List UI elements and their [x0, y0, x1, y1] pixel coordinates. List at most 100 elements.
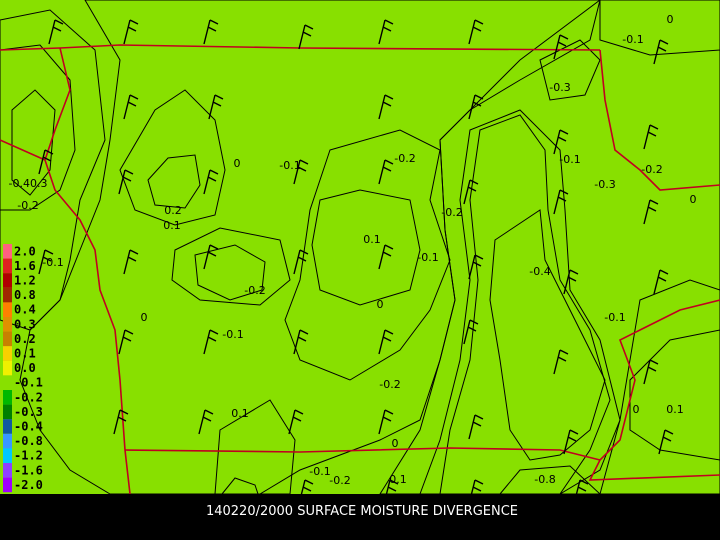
- legend-swatch: [3, 346, 12, 361]
- contour-label: -0.1: [222, 328, 243, 341]
- wind-barb: [378, 329, 394, 355]
- border: [44, 47, 131, 495]
- contour-label: 0: [377, 298, 384, 311]
- border: [599, 49, 720, 191]
- contour-label: 0: [667, 13, 674, 26]
- wind-barb: [293, 159, 309, 185]
- field-gold-south: [214, 399, 296, 495]
- field-blue-left: [11, 89, 56, 196]
- legend-label: -2.0: [14, 478, 43, 492]
- caption-band: [0, 494, 720, 540]
- wind-barb: [378, 244, 394, 270]
- field-brown: [147, 154, 201, 209]
- wind-barb: [123, 19, 139, 45]
- contour-label: 0.1: [363, 233, 381, 246]
- wind-barb: [123, 249, 139, 275]
- contour-label: -0.4: [529, 265, 550, 278]
- legend-label: 0.2: [14, 332, 36, 346]
- wind-barb: [203, 329, 219, 355]
- contour-label: -0.2: [379, 378, 400, 391]
- contour-label: -0.2: [244, 284, 265, 297]
- legend-label: -0.1: [14, 376, 43, 390]
- border: [0, 44, 601, 51]
- contour-label: -0.1: [42, 256, 63, 269]
- wind-barb: [203, 169, 219, 195]
- contour-labels: 0-0.1-0.3-0.1-0.3-0.20-0.4-0.10 0.1-0.80-…: [9, 13, 697, 487]
- contour-label: 0: [141, 311, 148, 324]
- field-gold: [119, 89, 226, 226]
- wind-barb: [198, 409, 214, 435]
- contour-label: 0: [690, 193, 697, 206]
- legend-label: -1.2: [14, 449, 43, 463]
- contour-label: -0.8: [534, 473, 555, 486]
- field-light-green-se: [599, 279, 720, 495]
- wind-barb: [123, 94, 139, 120]
- wind-barb: [553, 189, 569, 215]
- contour-label: -0.1: [604, 311, 625, 324]
- state-borders: [0, 44, 720, 495]
- wind-barb: [653, 269, 669, 295]
- field-dark-green-right: [419, 109, 621, 495]
- wind-barb: [203, 19, 219, 45]
- wind-barb: [468, 254, 484, 280]
- legend-label: 1.6: [14, 259, 36, 273]
- wind-barb: [643, 124, 659, 150]
- legend-swatch: [3, 448, 12, 463]
- border: [0, 139, 46, 161]
- wind-barb: [643, 359, 659, 385]
- legend: 2.01.61.20.80.40.30.20.10.0-0.1-0.2-0.3-…: [3, 244, 43, 493]
- legend-swatch: [3, 317, 12, 332]
- contour-label: 0.1: [231, 407, 249, 420]
- legend-swatch: [3, 419, 12, 434]
- legend-label: 0.8: [14, 288, 36, 302]
- contour-label: -0.2: [17, 199, 38, 212]
- wind-barbs: [38, 19, 674, 505]
- wind-barb: [563, 429, 579, 455]
- field-light-green: [284, 129, 451, 381]
- wind-barb: [118, 329, 134, 355]
- wind-barb: [38, 249, 54, 275]
- legend-label: 0.0: [14, 361, 36, 375]
- field-dark-green-left: [0, 44, 76, 211]
- legend-label: -0.3: [14, 405, 43, 419]
- wind-barb: [463, 319, 479, 345]
- wind-barb: [293, 249, 309, 275]
- legend-swatch: [3, 273, 12, 288]
- title: 140220/2000 SURFACE MOISTURE DIVERGENCE: [206, 504, 518, 519]
- contour-label: -0.1: [279, 159, 300, 172]
- field-dark-blue: [439, 114, 611, 495]
- legend-swatch: [3, 375, 12, 390]
- wind-barb: [563, 269, 579, 295]
- wind-barb: [468, 19, 484, 45]
- contour-label: 0.2: [164, 204, 182, 217]
- legend-label: 2.0: [14, 244, 36, 258]
- wind-barb: [203, 244, 219, 270]
- wind-barb: [468, 414, 484, 440]
- field-light-blue: [489, 209, 606, 461]
- legend-label: 0.3: [14, 317, 36, 331]
- contour-label: -0.40.3: [9, 177, 48, 190]
- contour-label: -0.3: [549, 81, 570, 94]
- contour-label: -0.2: [329, 474, 350, 487]
- contour-label: -0.1: [559, 153, 580, 166]
- wind-barb: [48, 19, 64, 45]
- field-light-green-ne: [599, 0, 720, 56]
- contour-label: 0: [633, 403, 640, 416]
- legend-swatch: [3, 433, 12, 449]
- contour-label: 0: [392, 437, 399, 450]
- field-green-core: [194, 244, 266, 301]
- wind-barb: [38, 149, 54, 175]
- legend-swatch: [3, 258, 12, 274]
- fields: [0, 0, 720, 495]
- legend-swatch: [3, 331, 12, 347]
- border: [588, 299, 720, 481]
- legend-swatch: [3, 404, 12, 420]
- border: [124, 447, 601, 461]
- legend-label: -0.2: [14, 390, 43, 404]
- legend-label: 0.1: [14, 347, 36, 361]
- wind-barb: [378, 409, 394, 435]
- wind-barb: [118, 169, 134, 195]
- contour-label: 0.1: [163, 219, 181, 232]
- legend-label: 0.4: [14, 303, 36, 317]
- contour-label: -0.1: [417, 251, 438, 264]
